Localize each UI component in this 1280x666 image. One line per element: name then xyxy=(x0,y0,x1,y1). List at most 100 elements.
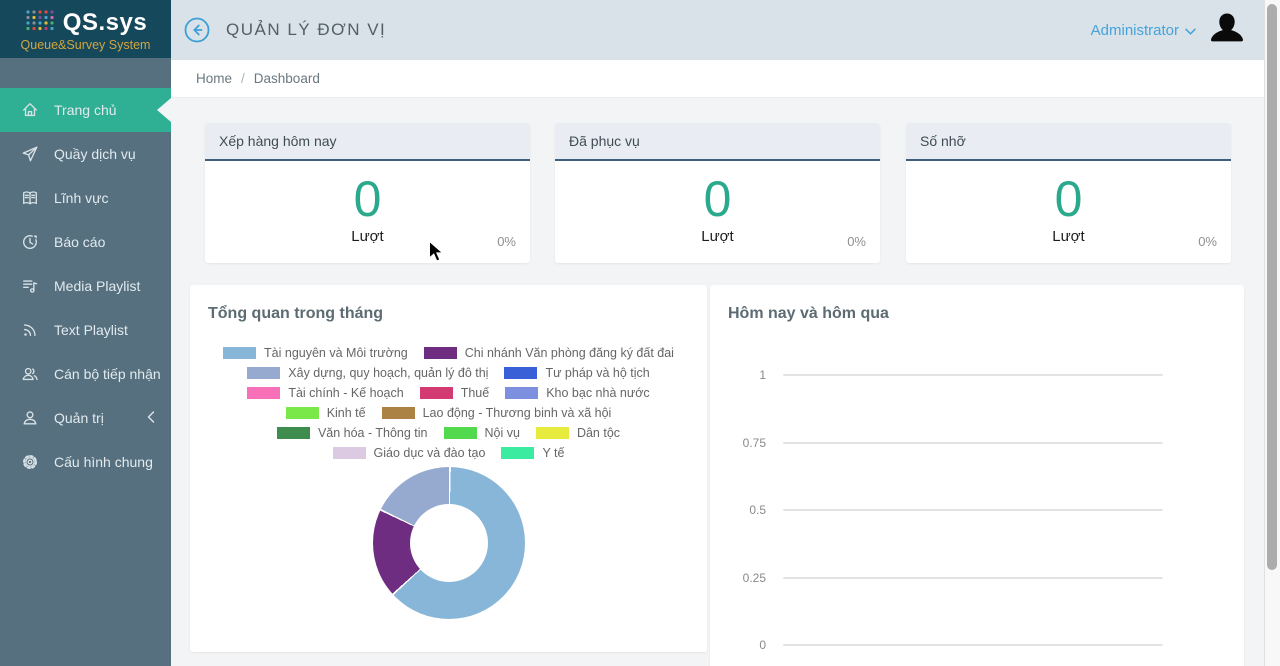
scrollbar-thumb[interactable] xyxy=(1267,4,1277,570)
stat-unit: Lượt xyxy=(1052,228,1085,245)
legend-label: Kho bạc nhà nước xyxy=(546,386,650,400)
legend-swatch xyxy=(332,447,366,459)
gridline xyxy=(783,576,1163,579)
chevron-down-icon xyxy=(1185,22,1196,39)
back-button[interactable] xyxy=(184,17,210,43)
breadcrumb: Home / Dashboard xyxy=(171,60,1264,98)
legend-item[interactable]: Tài chính - Kế hoạch xyxy=(239,386,411,400)
legend-label: Lao động - Thương binh và xã hội xyxy=(422,406,612,420)
gear-icon xyxy=(21,453,39,471)
legend-swatch xyxy=(504,367,538,379)
logo[interactable]: QS.sys Queue&Survey System xyxy=(0,0,171,58)
app-name: QS.sys xyxy=(62,8,148,36)
legend-label: Tư pháp và hộ tịch xyxy=(545,366,650,380)
legend-label: Giáo dục và đào tạo xyxy=(373,446,486,460)
users-icon xyxy=(21,365,39,383)
legend-item[interactable]: Tài nguyên và Môi trường xyxy=(215,346,416,360)
breadcrumb-home[interactable]: Home xyxy=(196,71,233,86)
stat-card-title: Xếp hàng hôm nay xyxy=(205,123,530,161)
sidebar-item-quay-dich-vu[interactable]: Quầy dịch vụ xyxy=(0,132,171,176)
legend-swatch xyxy=(285,407,319,419)
legend-swatch xyxy=(535,427,569,439)
gridline-row: 0 xyxy=(710,638,1244,652)
today-yesterday-card: Hôm nay và hôm qua 1 0.75 0.5 0.25 0 xyxy=(710,285,1244,666)
sidebar: QS.sys Queue&Survey System Trang chủ Quầ… xyxy=(0,0,171,666)
sidebar-item-bao-cao[interactable]: Báo cáo xyxy=(0,220,171,264)
legend-swatch xyxy=(501,447,535,459)
media-playlist-icon xyxy=(21,277,39,295)
yaxis-tick-label: 0.5 xyxy=(749,503,766,517)
yaxis-tick-label: 0.25 xyxy=(742,570,766,585)
stat-card-queue-today: Xếp hàng hôm nay 0 Lượt 0% xyxy=(205,123,530,263)
legend-item[interactable]: Thuế xyxy=(412,386,498,400)
gridline-row: 0.5 xyxy=(710,503,1244,517)
sidebar-item-label: Lĩnh vực xyxy=(54,190,109,206)
sidebar-item-cau-hinh-chung[interactable]: Cấu hình chung xyxy=(0,440,171,484)
book-icon xyxy=(21,189,39,207)
legend-item[interactable]: Nội vụ xyxy=(436,426,528,440)
sidebar-item-label: Quầy dịch vụ xyxy=(54,146,136,162)
sidebar-item-media-playlist[interactable]: Media Playlist xyxy=(0,264,171,308)
page-title: QUẢN LÝ ĐƠN VỊ xyxy=(226,20,387,39)
stat-value: 0 xyxy=(1054,171,1083,227)
stat-percent: 0% xyxy=(497,234,516,249)
gridline-row: 1 xyxy=(710,368,1244,382)
stat-card-title: Đã phục vụ xyxy=(555,123,880,161)
gridline-row: 0.25 xyxy=(710,571,1244,585)
legend-item[interactable]: Lao động - Thương binh và xã hội xyxy=(374,406,620,420)
yaxis-tick-label: 0.75 xyxy=(742,435,766,450)
stat-card-served: Đã phục vụ 0 Lượt 0% xyxy=(555,123,880,263)
clock-icon xyxy=(21,233,39,251)
stat-percent: 0% xyxy=(847,234,866,249)
stat-value: 0 xyxy=(353,171,382,227)
donut-hole xyxy=(409,504,488,582)
sidebar-item-trang-chu[interactable]: Trang chủ xyxy=(0,88,171,132)
logo-dots-icon xyxy=(24,8,58,37)
legend-item[interactable]: Y tế xyxy=(493,446,572,460)
gridline xyxy=(783,644,1163,646)
yaxis-tick-label: 1 xyxy=(759,368,766,382)
sidebar-item-can-bo-tiep-nhan[interactable]: Cán bộ tiếp nhận xyxy=(0,352,171,396)
breadcrumb-separator: / xyxy=(241,71,245,86)
user-icon xyxy=(21,409,39,427)
legend-item[interactable]: Kinh tế xyxy=(278,406,374,420)
sidebar-item-quan-tri[interactable]: Quản trị xyxy=(0,396,171,440)
legend-item[interactable]: Văn hóa - Thông tin xyxy=(269,426,436,440)
donut-chart[interactable] xyxy=(372,467,525,619)
legend-item[interactable]: Dân tộc xyxy=(528,426,628,440)
legend-swatch xyxy=(423,347,457,359)
legend-item[interactable]: Chi nhánh Văn phòng đăng ký đất đai xyxy=(416,346,682,360)
stat-unit: Lượt xyxy=(701,228,734,245)
sidebar-item-label: Cán bộ tiếp nhận xyxy=(54,366,161,382)
sidebar-item-label: Báo cáo xyxy=(54,234,106,250)
stat-card-missed: Số nhỡ 0 Lượt 0% xyxy=(906,123,1231,263)
legend-label: Văn hóa - Thông tin xyxy=(317,426,428,440)
legend-item[interactable]: Kho bạc nhà nước xyxy=(497,386,657,400)
legend-label: Nội vụ xyxy=(484,426,520,440)
legend-item[interactable]: Tư pháp và hộ tịch xyxy=(496,366,657,380)
legend-swatch xyxy=(443,427,477,439)
chart-title: Hôm nay và hôm qua xyxy=(728,305,889,322)
sidebar-item-label: Text Playlist xyxy=(54,322,128,338)
sidebar-item-text-playlist[interactable]: Text Playlist xyxy=(0,308,171,352)
gridline xyxy=(783,441,1163,444)
legend-swatch xyxy=(223,347,257,359)
sidebar-item-label: Cấu hình chung xyxy=(54,454,153,470)
legend-label: Thuế xyxy=(460,386,490,400)
legend-label: Xây dựng, quy hoạch, quản lý đô thị xyxy=(288,366,489,380)
legend-item[interactable]: Xây dựng, quy hoạch, quản lý đô thị xyxy=(239,366,496,380)
legend-swatch xyxy=(419,387,453,399)
user-menu[interactable]: Administrator xyxy=(1091,22,1196,39)
monthly-overview-card: Tổng quan trong tháng Tài nguyên và Môi … xyxy=(190,285,707,652)
legend-label: Chi nhánh Văn phòng đăng ký đất đai xyxy=(464,346,674,360)
send-icon xyxy=(21,145,39,163)
donut-legend: Tài nguyên và Môi trường Chi nhánh Văn ph… xyxy=(199,343,699,463)
app-tagline: Queue&Survey System xyxy=(20,38,151,52)
sidebar-item-linh-vuc[interactable]: Lĩnh vực xyxy=(0,176,171,220)
legend-item[interactable]: Giáo dục và đào tạo xyxy=(325,446,494,460)
scrollbar-track[interactable] xyxy=(1264,0,1280,666)
home-icon xyxy=(21,101,39,119)
stat-value: 0 xyxy=(703,171,732,227)
avatar[interactable] xyxy=(1205,8,1249,52)
yaxis-grid: 1 0.75 0.5 0.25 0 xyxy=(710,368,1244,652)
